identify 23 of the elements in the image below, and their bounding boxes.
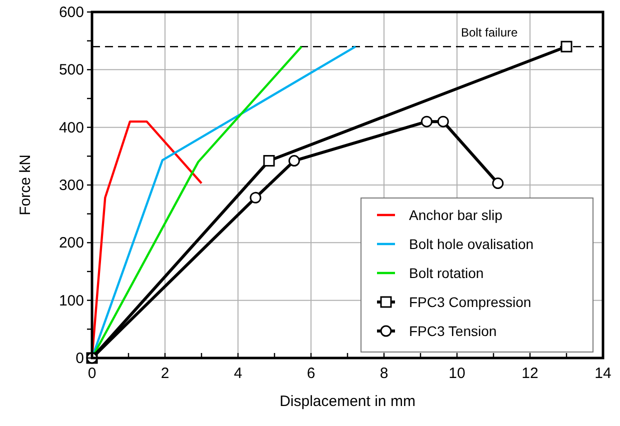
y-tick-label: 200 <box>58 234 84 252</box>
x-tick-label: 10 <box>448 365 466 382</box>
x-tick-label: 2 <box>160 365 170 382</box>
y-axis-title: Force kN <box>17 154 34 216</box>
x-axis-title: Displacement in mm <box>280 393 416 410</box>
y-tick-label: 100 <box>58 292 84 310</box>
legend-label: FPC3 Compression <box>409 294 532 310</box>
y-tick-label: 0 <box>76 350 84 367</box>
x-tick-label: 4 <box>234 365 242 382</box>
legend-label: Anchor bar slip <box>409 207 503 223</box>
x-tick-label: 12 <box>522 365 538 382</box>
x-tick-label: 8 <box>380 365 388 382</box>
y-tick-label: 300 <box>58 177 84 194</box>
x-tick-label: 6 <box>306 365 316 382</box>
legend-label: FPC3 Tension <box>409 323 497 339</box>
x-tick-label: 14 <box>594 365 612 382</box>
y-tick-label: 500 <box>58 62 84 79</box>
y-tick-label: 600 <box>58 4 84 21</box>
x-tick-label: 0 <box>88 365 96 382</box>
legend-label: Bolt rotation <box>409 265 484 281</box>
y-tick-label: 400 <box>58 119 84 136</box>
legend-label: Bolt hole ovalisation <box>409 236 534 252</box>
ref-line-label: Bolt failure <box>461 26 518 40</box>
